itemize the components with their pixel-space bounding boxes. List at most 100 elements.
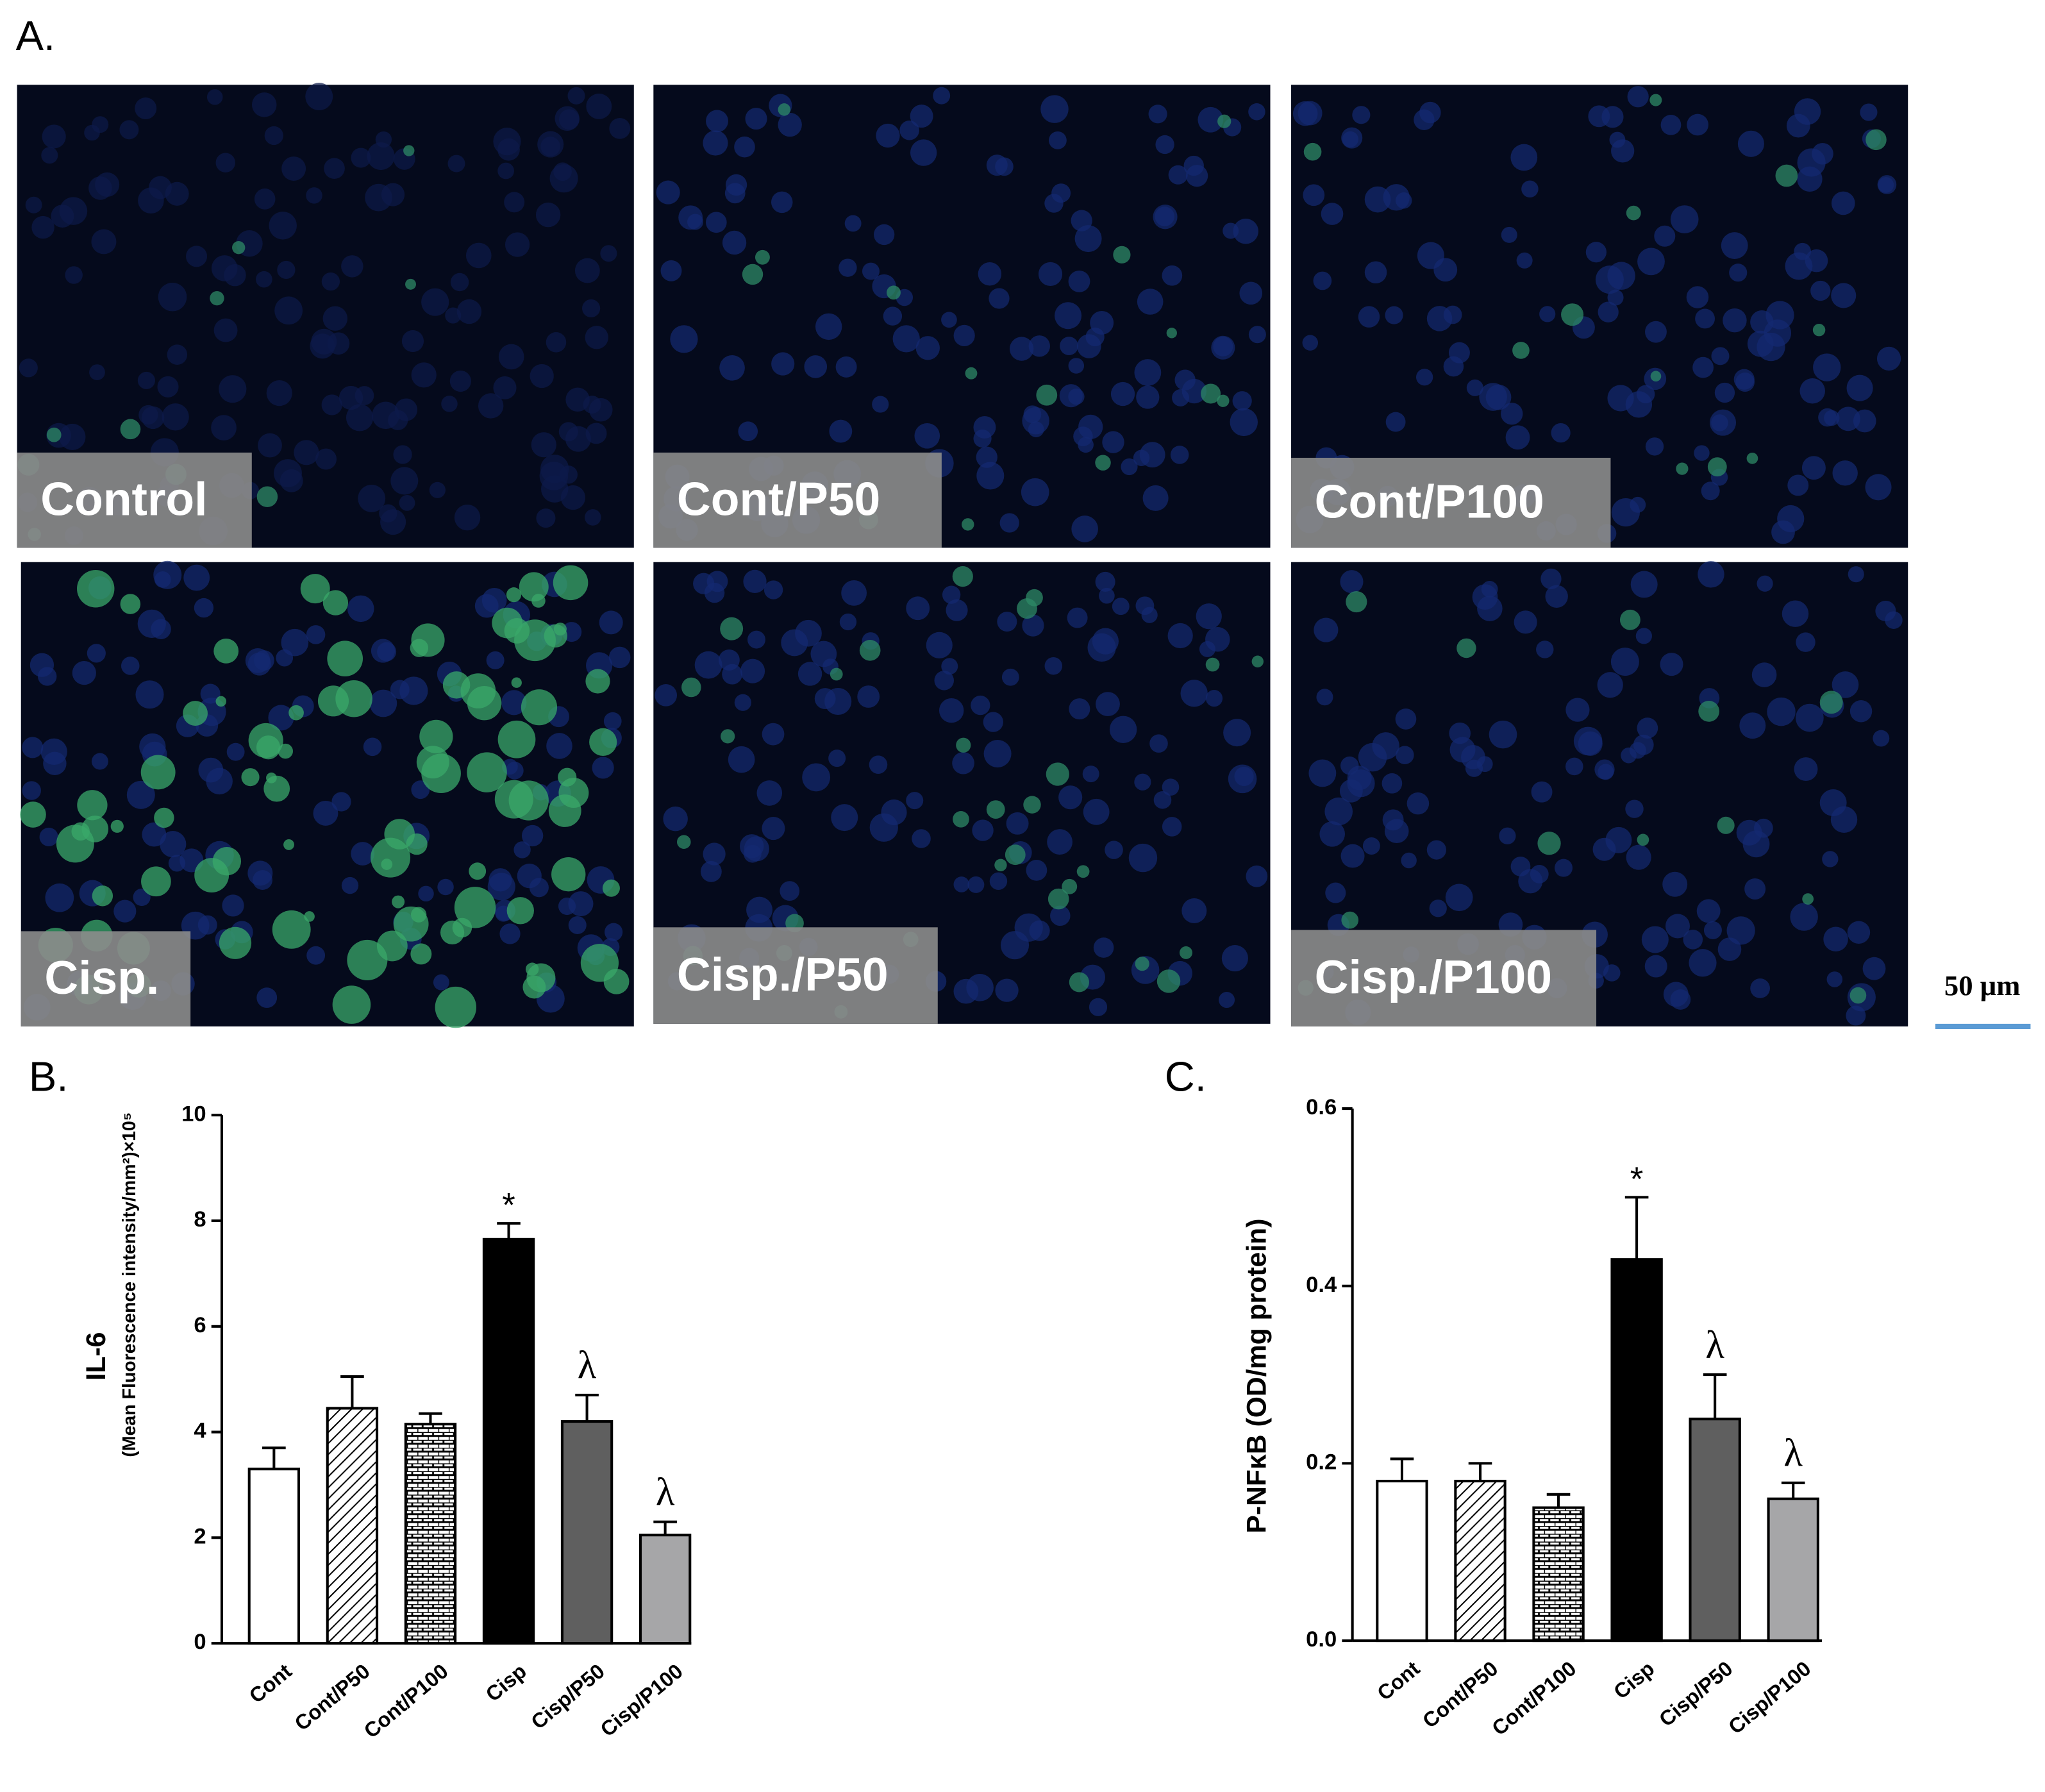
nucleus: [722, 230, 747, 255]
stained-cell: [558, 767, 577, 787]
nucleus: [558, 897, 576, 916]
nucleus: [926, 632, 953, 658]
micrograph: Cisp./P50: [653, 562, 1271, 1024]
nucleus: [1645, 321, 1667, 343]
nucleus: [157, 376, 179, 398]
stained-cell: [1619, 609, 1640, 630]
stained-cell: [1251, 655, 1264, 667]
stained-cell: [585, 669, 610, 694]
nucleus: [497, 162, 514, 180]
nucleus: [315, 448, 337, 470]
stained-cell: [194, 858, 230, 893]
nucleus: [498, 344, 524, 370]
nucleus: [1540, 568, 1562, 590]
nucleus: [531, 432, 556, 458]
nucleus: [1633, 734, 1654, 755]
stained-cell: [952, 566, 973, 587]
micrograph-label: Control: [40, 473, 207, 526]
nucleus: [266, 380, 292, 406]
nucleus: [1170, 446, 1189, 464]
stained-cell: [994, 858, 1007, 871]
stained-cell: [469, 862, 487, 880]
stained-cell: [1866, 129, 1887, 151]
nucleus: [1830, 806, 1858, 833]
nucleus: [1516, 252, 1533, 269]
bar: [560, 1420, 614, 1645]
nucleus: [1822, 851, 1839, 867]
stained-cell: [304, 911, 315, 922]
nucleus: [939, 698, 964, 723]
nucleus: [995, 978, 1019, 1002]
stained-cell: [525, 962, 539, 976]
nucleus: [401, 330, 424, 353]
nucleus: [369, 689, 397, 717]
nucleus: [1665, 914, 1690, 939]
stained-cell: [71, 822, 90, 841]
bar: [639, 1534, 692, 1645]
stained-cell: [742, 264, 764, 285]
nucleus: [999, 513, 1019, 533]
nucleus: [137, 371, 155, 390]
stained-cell: [347, 939, 388, 980]
nucleus: [1737, 130, 1764, 157]
y-tick-label: 2: [194, 1524, 206, 1548]
nucleus: [1001, 668, 1019, 686]
x-tick-label: Cisp: [1609, 1657, 1658, 1704]
stained-cell: [20, 801, 46, 828]
nucleus: [126, 780, 155, 809]
nucleus: [967, 876, 985, 893]
stained-cell: [335, 680, 372, 717]
nucleus: [256, 271, 272, 288]
bar: [1767, 1497, 1819, 1643]
stained-cell: [327, 641, 363, 677]
x-tick-label: Cont/P100: [1487, 1657, 1580, 1740]
nucleus: [1038, 262, 1063, 287]
nucleus: [1384, 819, 1409, 844]
nucleus: [375, 131, 392, 148]
stained-cell: [283, 839, 294, 850]
nucleus: [346, 404, 374, 431]
nucleus: [762, 817, 785, 841]
nucleus: [321, 272, 340, 291]
stained-cell: [676, 835, 691, 849]
nucleus: [59, 423, 86, 451]
nucleus: [499, 923, 521, 944]
nucleus: [390, 680, 410, 699]
stained-cell: [1062, 878, 1078, 894]
nucleus: [1181, 378, 1207, 404]
nucleus: [454, 504, 481, 531]
stained-cell: [411, 623, 445, 657]
nucleus: [670, 325, 698, 353]
nucleus: [92, 116, 109, 133]
nucleus: [1205, 627, 1230, 652]
nucleus: [1233, 218, 1259, 244]
nucleus: [1790, 903, 1818, 931]
nucleus: [914, 423, 940, 449]
nucleus: [1598, 301, 1619, 322]
nucleus: [1695, 308, 1715, 329]
nucleus: [983, 712, 1003, 732]
stained-cell: [1457, 638, 1476, 658]
stained-cell: [720, 617, 744, 641]
nucleus: [1875, 600, 1896, 622]
nucleus: [857, 685, 880, 708]
nucleus: [1831, 283, 1857, 308]
significance-marker: λ: [578, 1344, 597, 1387]
nucleus: [264, 126, 283, 146]
significance-marker: λ: [1705, 1323, 1724, 1366]
nucleus: [771, 191, 793, 214]
nucleus: [989, 288, 1010, 309]
nucleus: [1654, 225, 1676, 247]
nucleus: [1771, 520, 1795, 544]
stained-cell: [589, 728, 617, 756]
stained-cell: [508, 780, 549, 821]
stained-cell: [410, 943, 432, 965]
nucleus: [137, 609, 166, 638]
nucleus: [1303, 184, 1325, 206]
nucleus: [1813, 353, 1841, 381]
nucleus: [1239, 281, 1263, 305]
nucleus: [206, 767, 233, 795]
nucleus: [1696, 899, 1721, 923]
nucleus: [839, 613, 857, 631]
y-axis-label: P-NFκB (OD/mg protein): [1241, 1219, 1272, 1534]
